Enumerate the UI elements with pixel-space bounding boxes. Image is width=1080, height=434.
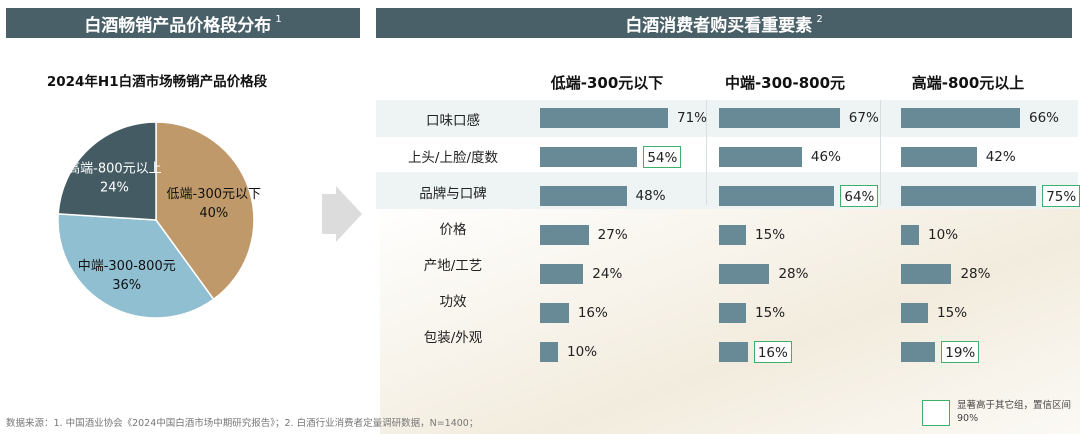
right-section-title: 白酒消费者购买看重要素 <box>625 15 813 36</box>
row-label-origin: 产地/工艺 <box>423 258 483 274</box>
pie-chart: 低端-300元以下 40% 中端-300-800元 36% 高端-800元以上 24% <box>57 121 262 319</box>
column-header-mid: 中端-300-800元 <box>724 74 846 92</box>
left-section-header: 白酒畅销产品价格段分布 1 <box>6 8 360 38</box>
column-divider <box>706 100 707 205</box>
bar-mid-2 <box>719 147 802 167</box>
data-source-note: 数据来源：1. 中国酒业协会《2024中国白酒市场中期研究报告》；2. 白酒行业… <box>6 418 479 429</box>
bar-value-label: 42% <box>985 149 1016 165</box>
legend-highlight-text: 显著高于其它组，置信区间90% <box>957 400 1072 424</box>
column-header-high: 高端-800元以上 <box>911 74 1025 92</box>
right-section-note: 2 <box>816 13 823 25</box>
bar-value-label: 54% <box>643 146 682 168</box>
row-label-efficacy: 功效 <box>439 294 467 310</box>
left-section-note: 1 <box>275 13 282 25</box>
column-header-low: 低端-300元以下 <box>550 74 664 92</box>
row-label-hangover: 上头/上脸/度数 <box>407 150 499 166</box>
pie-slice-label: 高端-800元以上 <box>67 161 162 177</box>
pie-slice-value: 40% <box>199 206 228 221</box>
pie-chart-title: 2024年H1白酒市场畅销产品价格段 <box>46 74 268 90</box>
row-label-packaging: 包装/外观 <box>423 330 483 346</box>
legend-highlight-swatch <box>922 400 950 426</box>
pie-slice-value: 36% <box>112 278 141 293</box>
right-section-header: 白酒消费者购买看重要素 2 <box>376 8 1072 38</box>
row-label-brand: 品牌与口碑 <box>419 186 487 202</box>
pie-slice-label: 低端-300元以下 <box>167 187 262 202</box>
pie-slice-label: 中端-300-800元 <box>78 259 176 274</box>
pie-slice-mid <box>57 213 215 319</box>
pie-slice-high <box>57 121 157 221</box>
pie-slice-low <box>155 121 255 301</box>
bar-high-2 <box>901 147 977 167</box>
arrow-right-icon <box>322 186 362 242</box>
row-label-price: 价格 <box>439 222 467 238</box>
left-section-title: 白酒畅销产品价格段分布 <box>84 15 272 36</box>
bar-low-2 <box>540 147 638 167</box>
column-divider <box>880 100 881 205</box>
row-label-taste: 口味口感 <box>426 113 480 129</box>
bar-value-label: 46% <box>810 149 841 165</box>
pie-slice-value: 24% <box>100 181 129 196</box>
